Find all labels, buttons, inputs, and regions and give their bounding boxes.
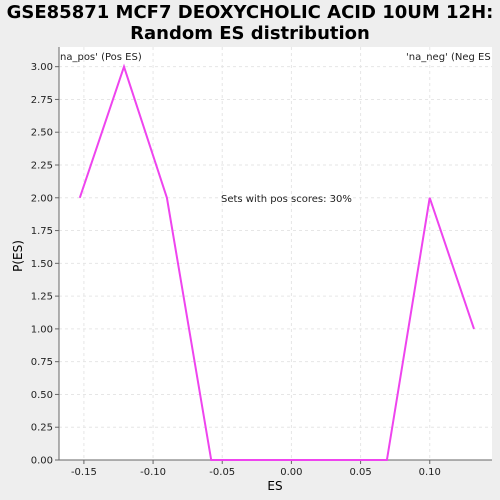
y-tick-label: 3.00 bbox=[31, 62, 53, 73]
legend-neg-label: 'na_neg' (Neg ES bbox=[406, 52, 491, 63]
y-tick-label: 0.25 bbox=[31, 423, 53, 434]
y-tick-label: 1.00 bbox=[31, 324, 53, 335]
x-tick-label: 0.05 bbox=[349, 467, 371, 478]
x-tick-label: 0.10 bbox=[419, 467, 441, 478]
x-tick-label: 0.00 bbox=[280, 467, 302, 478]
y-tick-label: 0.75 bbox=[31, 357, 53, 368]
y-axis-label: P(ES) bbox=[11, 240, 25, 272]
x-tick-label: -0.15 bbox=[71, 467, 97, 478]
y-tick-label: 2.50 bbox=[31, 128, 53, 139]
y-tick-label: 0.50 bbox=[31, 390, 53, 401]
pos-scores-annotation: Sets with pos scores: 30% bbox=[221, 194, 352, 205]
chart-title: GSE85871 MCF7 DEOXYCHOLIC ACID 10UM 12H:… bbox=[0, 0, 500, 44]
plot-area bbox=[59, 47, 492, 460]
legend-pos-label: na_pos' (Pos ES) bbox=[60, 52, 142, 63]
y-tick-label: 0.00 bbox=[31, 456, 53, 467]
x-tick-label: -0.05 bbox=[209, 467, 235, 478]
chart-title-line-2: Random ES distribution bbox=[130, 23, 370, 44]
x-axis-label: ES bbox=[267, 479, 282, 493]
y-tick-label: 2.00 bbox=[31, 193, 53, 204]
y-tick-label: 1.25 bbox=[31, 292, 53, 303]
y-axis-ticks: 0.00 0.25 0.50 0.75 1.00 1.25 1.50 1.75 2.00 2.25… bbox=[31, 62, 59, 467]
series-line bbox=[78, 63, 475, 461]
y-tick-label: 2.25 bbox=[31, 161, 53, 172]
y-tick-label: 1.50 bbox=[31, 259, 53, 270]
chart-title-line-1: GSE85871 MCF7 DEOXYCHOLIC ACID 10UM 12H: bbox=[6, 2, 494, 23]
x-tick-label: -0.10 bbox=[140, 467, 166, 478]
y-tick-label: 1.75 bbox=[31, 226, 53, 237]
x-axis-ticks: -0.15 -0.10 -0.05 0.00 0.05 0.10 bbox=[71, 460, 441, 478]
y-tick-label: 2.75 bbox=[31, 95, 53, 106]
series-group bbox=[78, 63, 475, 461]
